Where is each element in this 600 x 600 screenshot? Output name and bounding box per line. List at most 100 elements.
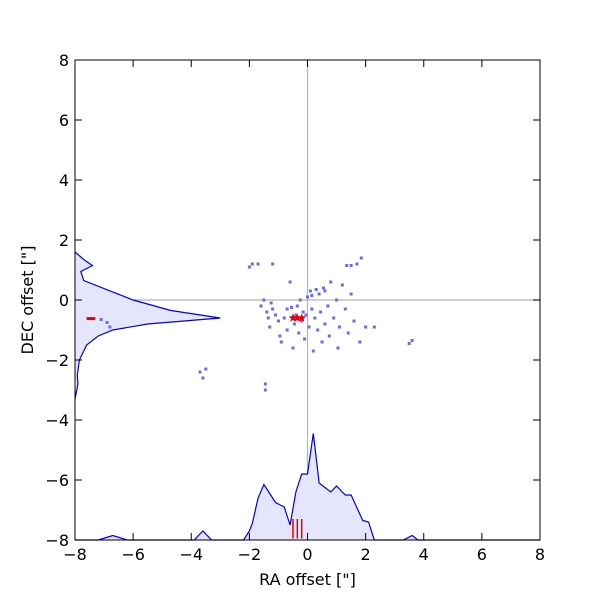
scatter-point <box>263 382 267 386</box>
scatter-point <box>290 306 294 309</box>
x-tick-label: 4 <box>419 545 429 564</box>
scatter-point <box>108 325 112 329</box>
scatter-point <box>329 280 333 284</box>
scatter-point <box>271 262 275 266</box>
x-tick-label: 8 <box>535 545 545 564</box>
scatter-point <box>300 319 304 323</box>
scatter-point <box>346 331 350 335</box>
scatter-point <box>336 346 340 350</box>
scatter-point <box>263 388 267 392</box>
scatter-point <box>306 295 309 299</box>
scatter-point <box>271 307 275 311</box>
scatter-point <box>326 304 330 308</box>
scatter-point <box>364 325 368 329</box>
scatter-point <box>278 334 282 338</box>
scatter-point <box>308 289 312 293</box>
scatter-point <box>201 376 205 380</box>
scatter-point <box>317 292 321 296</box>
scatter-point <box>198 370 202 374</box>
scatter-point <box>303 337 307 341</box>
scatter-point <box>321 286 325 290</box>
scatter-point <box>323 289 327 293</box>
scatter-point <box>345 264 349 267</box>
scatter-point <box>250 262 254 266</box>
y-tick-label: −4 <box>45 411 69 430</box>
scatter-point <box>285 307 289 311</box>
scatter-point <box>316 328 320 332</box>
scatter-point <box>247 265 251 269</box>
y-tick-label: 8 <box>59 51 69 70</box>
scatter-point <box>279 340 283 344</box>
scatter-point <box>337 325 341 329</box>
scatter-point <box>105 321 109 324</box>
y-axis-label: DEC offset ["] <box>18 246 37 355</box>
scatter-point <box>358 340 362 344</box>
scatter-point <box>319 310 323 314</box>
scatter-point <box>99 318 103 321</box>
scatter-point <box>285 328 289 332</box>
scatter-point <box>340 283 344 287</box>
scatter-point <box>262 298 266 302</box>
axis-ticks: −8 −6 −4 −2 0 2 4 6 8 8 6 4 2 0 −2 −4 −6 −8 <box>45 51 545 564</box>
scatter-point <box>314 288 318 291</box>
scatter-point <box>335 298 339 302</box>
scatter-point <box>295 304 299 308</box>
y-tick-label: −8 <box>45 531 69 550</box>
y-tick-label: 2 <box>59 231 69 250</box>
plot-area <box>74 60 540 541</box>
scatter-point <box>288 280 292 284</box>
scatter-point <box>410 339 414 342</box>
scatter-point <box>307 325 311 329</box>
y-histogram-line <box>74 251 221 400</box>
scatter-point <box>310 294 314 297</box>
scatter-point <box>311 349 315 353</box>
x-histogram-line <box>75 433 540 541</box>
scatter-point <box>355 262 359 266</box>
scatter-point <box>298 298 302 302</box>
scatter-point <box>259 304 263 308</box>
x-tick-label: −4 <box>179 545 203 564</box>
scatter-point <box>276 319 280 323</box>
y-tick-label: 4 <box>59 171 69 190</box>
scatter-point <box>291 346 295 350</box>
scatter-point <box>349 264 353 267</box>
scatter-point <box>265 310 269 314</box>
scatter-point <box>313 316 317 320</box>
scatter-point <box>359 256 363 260</box>
scatter-point <box>323 322 327 326</box>
scatter-point <box>332 316 336 320</box>
scatter-point <box>343 307 347 311</box>
y-tick-label: −6 <box>45 471 69 490</box>
x-tick-label: 0 <box>302 545 312 564</box>
y-tick-label: 0 <box>59 291 69 310</box>
x-axis-label: RA offset ["] <box>259 570 356 589</box>
x-histogram-fill <box>75 433 540 540</box>
scatter-point <box>294 313 298 317</box>
x-tick-label: 2 <box>361 545 371 564</box>
scatter-point <box>256 262 260 266</box>
x-tick-label: 6 <box>477 545 487 564</box>
scatter-point <box>204 367 208 371</box>
scatter-point <box>372 325 376 329</box>
x-tick-label: −2 <box>238 545 262 564</box>
scatter-point <box>297 331 301 335</box>
scatter-point <box>301 310 305 314</box>
scatter-point <box>310 307 314 311</box>
scatter-point <box>266 316 270 320</box>
marker-star <box>297 313 307 322</box>
scatter-point <box>352 319 356 323</box>
scatter-point <box>349 292 353 296</box>
y-tick-label: 6 <box>59 111 69 130</box>
scatter-point <box>268 325 272 329</box>
scatter-point <box>327 334 331 338</box>
x-tick-label: −8 <box>63 545 87 564</box>
x-tick-label: −6 <box>121 545 145 564</box>
scatter-point <box>269 301 273 305</box>
scatter-point <box>274 313 278 317</box>
scatter-point <box>407 342 411 345</box>
scatter-point <box>320 340 324 344</box>
y-tick-label: −2 <box>45 351 69 370</box>
scatter-point <box>292 322 296 326</box>
scatter-point <box>304 313 308 317</box>
